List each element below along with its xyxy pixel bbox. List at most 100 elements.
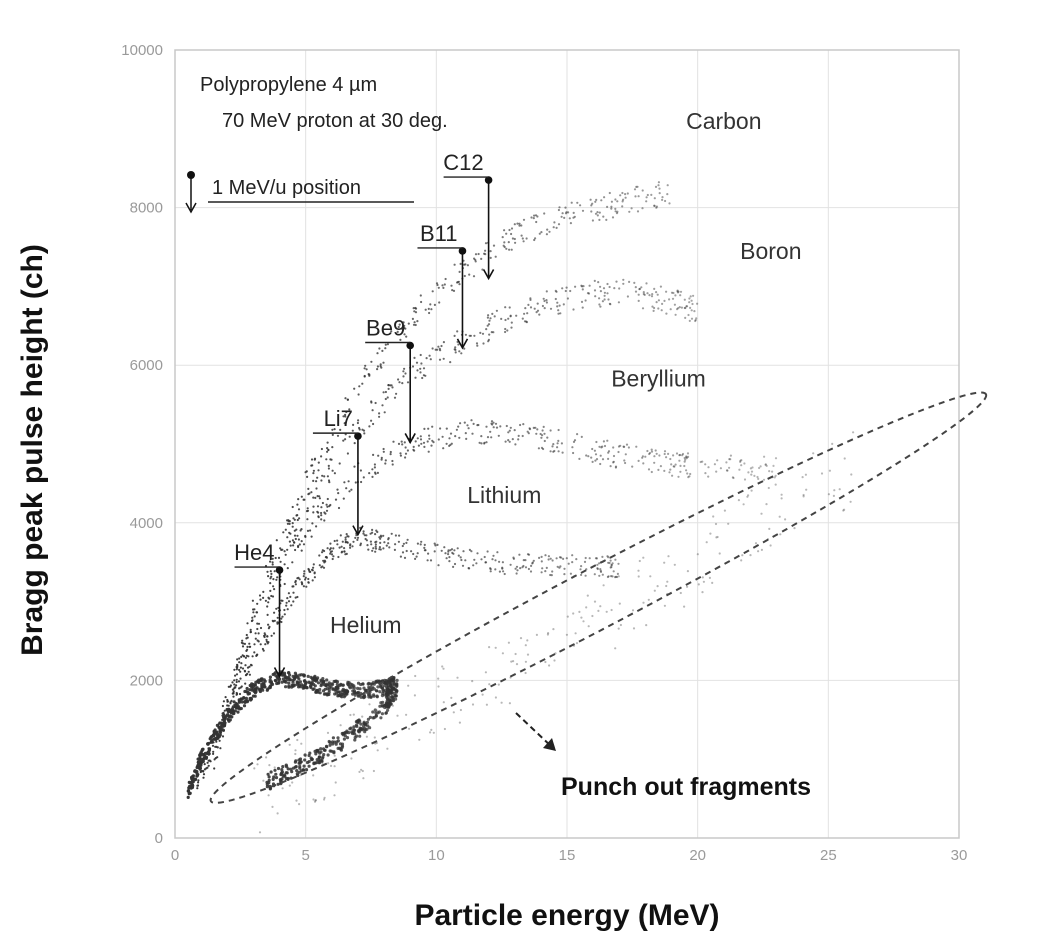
data-point xyxy=(317,511,320,514)
data-point xyxy=(339,682,343,686)
data-point xyxy=(323,798,326,801)
data-point xyxy=(444,277,447,281)
target-annotation: Polypropylene 4 µm xyxy=(200,74,377,96)
data-point xyxy=(460,352,463,355)
marker-label: He4 xyxy=(234,540,274,565)
data-point xyxy=(511,660,515,663)
data-point xyxy=(326,753,330,757)
data-point xyxy=(198,765,202,769)
data-point xyxy=(514,567,517,570)
data-point xyxy=(266,605,269,608)
data-point xyxy=(381,700,385,705)
data-point xyxy=(453,348,456,351)
data-point xyxy=(475,562,478,565)
data-point xyxy=(330,553,334,556)
data-point xyxy=(475,342,479,345)
data-point xyxy=(753,474,756,477)
data-point xyxy=(580,565,583,568)
data-point xyxy=(424,549,427,552)
data-point xyxy=(603,291,607,294)
data-point xyxy=(349,682,353,686)
data-point xyxy=(270,682,275,687)
data-point xyxy=(764,463,767,466)
data-point xyxy=(300,540,303,543)
data-point xyxy=(442,701,445,704)
data-point xyxy=(535,311,538,314)
data-point xyxy=(219,730,222,733)
data-point xyxy=(331,433,334,436)
data-point xyxy=(419,438,423,441)
data-point xyxy=(245,690,249,694)
data-point xyxy=(257,622,261,625)
data-point xyxy=(326,692,330,697)
data-point xyxy=(354,723,358,727)
data-point xyxy=(190,775,195,779)
data-point xyxy=(447,553,450,556)
data-point xyxy=(401,551,405,554)
data-point xyxy=(387,705,391,710)
data-point xyxy=(376,749,379,752)
data-point xyxy=(208,752,211,756)
data-point xyxy=(487,338,490,341)
data-point xyxy=(683,605,686,608)
data-point xyxy=(560,215,563,218)
data-point xyxy=(206,753,209,756)
data-point xyxy=(621,191,624,195)
data-point xyxy=(676,308,679,311)
data-point xyxy=(361,382,364,385)
data-point xyxy=(540,560,543,563)
data-point xyxy=(320,759,324,763)
data-point xyxy=(649,575,652,578)
data-point xyxy=(408,727,411,730)
data-point xyxy=(372,693,376,697)
data-point xyxy=(455,428,458,431)
data-point xyxy=(300,549,303,552)
data-point xyxy=(412,445,415,448)
data-point xyxy=(399,452,402,455)
data-point xyxy=(266,772,270,776)
data-point xyxy=(595,198,598,201)
data-point xyxy=(659,285,663,288)
data-point xyxy=(677,475,680,478)
data-point xyxy=(313,572,316,575)
data-point xyxy=(585,606,588,609)
data-point xyxy=(443,283,446,286)
data-point xyxy=(303,753,307,757)
data-point xyxy=(194,777,198,781)
data-point xyxy=(560,556,563,559)
data-point xyxy=(313,457,317,460)
data-point xyxy=(389,691,393,696)
data-point xyxy=(594,200,597,203)
data-point xyxy=(580,300,584,303)
data-point xyxy=(580,616,583,619)
data-point xyxy=(488,333,491,336)
data-point xyxy=(726,469,729,472)
data-point xyxy=(220,721,224,724)
data-point xyxy=(320,455,323,458)
data-point xyxy=(731,476,735,479)
data-point xyxy=(208,759,211,762)
data-point xyxy=(674,463,677,466)
data-point xyxy=(449,361,452,364)
data-point xyxy=(282,531,285,534)
data-point xyxy=(647,598,650,601)
data-point xyxy=(545,566,548,570)
data-point xyxy=(300,495,303,498)
data-point xyxy=(426,440,429,443)
data-point xyxy=(325,556,328,559)
data-point xyxy=(241,654,244,657)
data-point xyxy=(582,285,585,288)
data-point xyxy=(405,713,408,716)
data-point xyxy=(331,687,335,691)
data-point xyxy=(549,573,552,577)
data-point xyxy=(367,548,370,551)
data-point xyxy=(268,597,271,600)
data-point xyxy=(619,194,622,197)
data-point xyxy=(609,465,612,468)
data-point xyxy=(642,291,645,294)
data-point xyxy=(442,286,445,289)
data-point xyxy=(291,522,294,525)
data-point xyxy=(304,754,307,758)
data-point xyxy=(341,540,344,543)
